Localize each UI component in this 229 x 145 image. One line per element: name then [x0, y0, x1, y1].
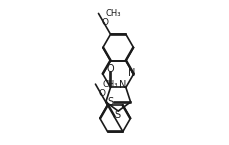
Text: N: N [119, 80, 127, 90]
Text: CH₃: CH₃ [103, 80, 118, 89]
Text: S: S [107, 97, 114, 107]
Text: O: O [107, 64, 114, 74]
Text: CH₃: CH₃ [106, 9, 121, 18]
Text: O: O [101, 18, 108, 27]
Text: N: N [128, 68, 135, 78]
Text: O: O [98, 89, 105, 98]
Text: S: S [114, 110, 120, 120]
